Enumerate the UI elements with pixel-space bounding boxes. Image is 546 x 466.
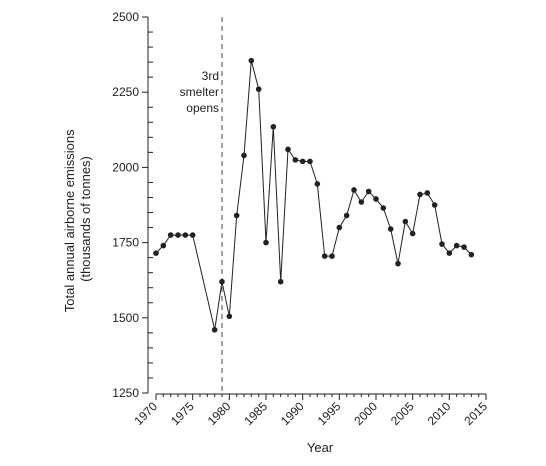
- data-point: [241, 152, 247, 159]
- data-point: [424, 190, 431, 196]
- data-point: [314, 181, 321, 187]
- x-tick-label: 2000: [351, 399, 380, 428]
- data-point: [446, 250, 453, 256]
- annotation-text-line: opens: [186, 101, 219, 115]
- data-point: [343, 212, 350, 219]
- data-point: [409, 230, 416, 237]
- data-point: [351, 187, 357, 193]
- data-point: [380, 205, 387, 211]
- data-point: [160, 242, 167, 249]
- data-point: [263, 239, 269, 246]
- data-point: [358, 199, 365, 205]
- data-point: [387, 226, 394, 232]
- y-axis-title-line-1: Total annual airborne emissions: [62, 129, 77, 312]
- data-point: [211, 327, 218, 333]
- x-tick-label: 1995: [315, 399, 344, 428]
- data-point: [285, 146, 291, 153]
- y-tick-label: 2500: [112, 10, 139, 24]
- data-point: [453, 242, 460, 249]
- data-point: [153, 250, 159, 256]
- x-tick-label: 1980: [205, 399, 234, 428]
- data-point: [189, 232, 196, 238]
- data-point: [329, 253, 335, 259]
- data-point: [373, 196, 379, 202]
- data-point: [233, 212, 240, 219]
- x-tick-label: 2010: [425, 399, 454, 428]
- y-tick-label: 2000: [112, 160, 139, 174]
- data-point: [270, 123, 277, 130]
- data-point: [277, 278, 284, 285]
- smelter-annotation: 3rd smelter opens: [180, 17, 223, 393]
- y-tick-label: 2250: [112, 85, 139, 99]
- x-tick-label: 1990: [278, 399, 307, 428]
- data-point: [299, 158, 306, 165]
- data-point: [182, 232, 189, 238]
- data-point: [175, 232, 181, 238]
- data-point: [248, 57, 255, 64]
- data-point: [219, 278, 225, 285]
- y-ticks: 1250 1500 1750 2000 2250 2500: [112, 10, 153, 400]
- y-axis-title-line-2: (thousands of tonnes): [78, 156, 93, 282]
- y-tick-label: 1500: [112, 311, 139, 325]
- x-tick-label: 2015: [461, 399, 490, 428]
- data-point: [395, 260, 401, 267]
- x-tick-label: 1985: [241, 399, 270, 428]
- data-point: [307, 158, 313, 165]
- y-axis-title: Total annual airborne emissions (thousan…: [62, 126, 93, 312]
- data-point: [439, 241, 445, 247]
- annotation-text-line: smelter: [180, 85, 219, 99]
- x-tick-label: 1970: [131, 399, 160, 428]
- y-tick-label: 1250: [112, 386, 139, 400]
- data-point: [365, 188, 372, 195]
- annotation-text-line: 3rd: [202, 69, 219, 83]
- data-point: [336, 224, 343, 231]
- data-point: [167, 232, 174, 238]
- data-point: [461, 244, 467, 250]
- data-point: [321, 253, 328, 259]
- data-point: [431, 202, 438, 208]
- data-point: [255, 86, 262, 92]
- y-tick-label: 1750: [112, 236, 139, 250]
- x-tick-label: 1975: [168, 399, 197, 428]
- data-point: [402, 218, 409, 225]
- x-tick-label: 2005: [388, 399, 417, 428]
- x-ticks: 1970 1975 1980 1985 1990 1995 2000 2005 2010 2015: [131, 394, 490, 428]
- plot-area: [153, 57, 475, 333]
- data-point: [226, 313, 233, 320]
- data-point: [468, 251, 475, 258]
- data-point: [292, 157, 299, 163]
- x-axis-title: Year: [307, 440, 334, 455]
- data-point: [417, 191, 423, 198]
